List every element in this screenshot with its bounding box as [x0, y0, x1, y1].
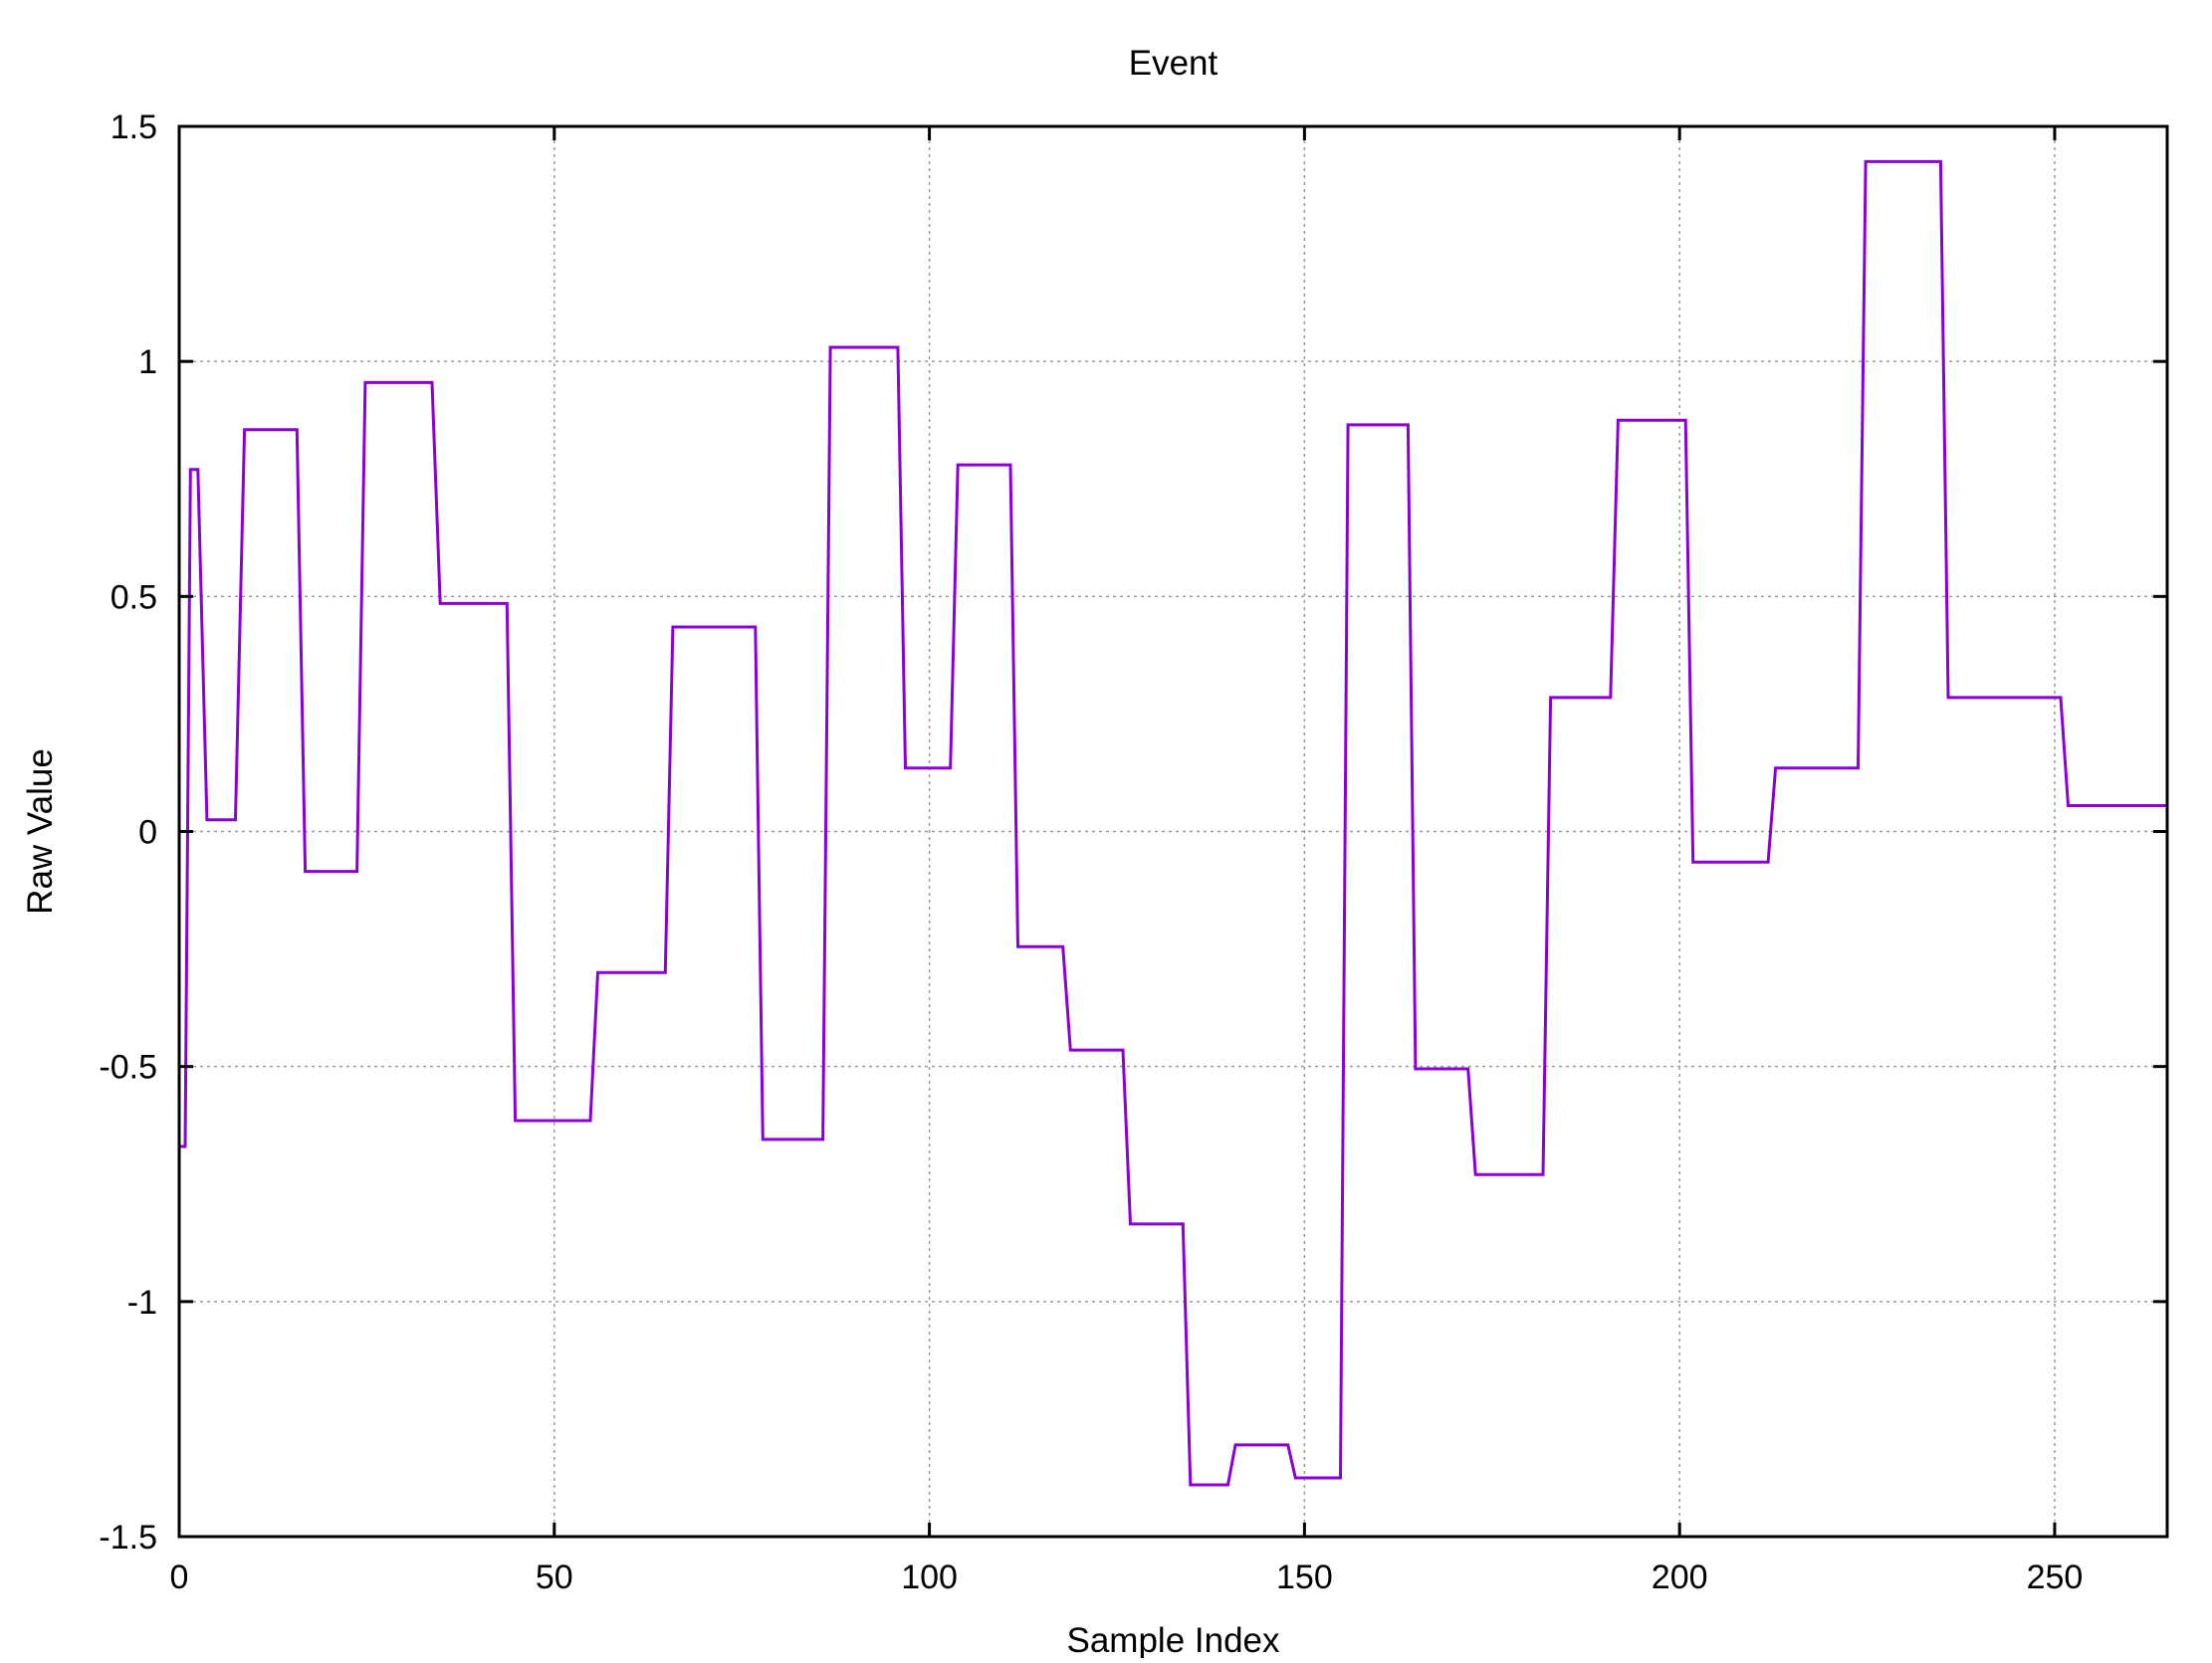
x-axis-title: Sample Index: [1066, 1621, 1280, 1658]
grid-layer: [179, 126, 2167, 1537]
x-tick-label: 0: [170, 1559, 189, 1596]
x-tick-label: 250: [2027, 1559, 2084, 1596]
x-tick-label: 50: [536, 1559, 573, 1596]
tick-layer: 0 50 100 150 200 250 -1.5 -1 -0.5 0 0.5 1 1.5: [99, 108, 2167, 1596]
y-tick-label: 0: [138, 814, 157, 852]
series-layer: [179, 159, 2167, 1487]
plot-frame: [177, 124, 2169, 1539]
x-tick-label: 200: [1652, 1559, 1708, 1596]
y-tick-label: 1.5: [111, 108, 157, 146]
y-tick-label: -1: [127, 1284, 157, 1322]
x-tick-label: 150: [1276, 1559, 1333, 1596]
y-tick-label: -1.5: [99, 1519, 157, 1557]
series-line: [179, 159, 2167, 1487]
chart-title: Event: [1129, 44, 1218, 83]
y-tick-label: 1: [138, 343, 157, 381]
y-tick-label: 0.5: [111, 578, 157, 616]
y-tick-label: -0.5: [99, 1049, 157, 1087]
x-tick-label: 100: [901, 1559, 958, 1596]
y-axis-title: Raw Value: [21, 748, 60, 915]
